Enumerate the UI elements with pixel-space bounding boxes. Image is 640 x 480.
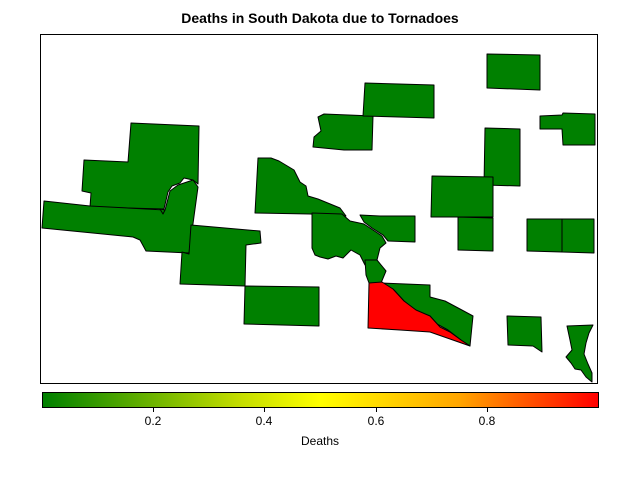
county-c10 <box>312 113 374 151</box>
county-c12 <box>486 53 541 91</box>
county-c14 <box>483 127 521 187</box>
county-c3 <box>179 224 262 287</box>
county-c17 <box>526 218 563 253</box>
colorbar-tick-label: 0.2 <box>144 414 162 428</box>
colorbar-tick <box>487 408 488 412</box>
county-c15 <box>430 175 494 218</box>
county-c21 <box>159 208 166 215</box>
colorbar-tick-label: 0.6 <box>367 414 385 428</box>
chart-title: Deaths in South Dakota due to Tornadoes <box>181 10 459 26</box>
county-c5 <box>254 157 347 217</box>
county-c16 <box>457 216 494 252</box>
county-c19 <box>506 315 543 353</box>
colorbar-tick <box>153 408 154 412</box>
county-c9 <box>367 281 471 347</box>
county-c1 <box>81 122 200 210</box>
county-c18 <box>561 218 595 254</box>
colorbar-tick-label: 0.4 <box>255 414 273 428</box>
legend-title: Deaths <box>300 434 340 448</box>
county-c20 <box>565 324 594 383</box>
colorbar-tick-label: 0.8 <box>478 414 496 428</box>
county-c11 <box>362 82 435 119</box>
colorbar-tick <box>264 408 265 412</box>
colorbar <box>42 392 599 408</box>
county-c13 <box>539 112 596 146</box>
colorbar-tick <box>376 408 377 412</box>
county-c4 <box>243 285 320 327</box>
county-c7 <box>359 214 416 243</box>
